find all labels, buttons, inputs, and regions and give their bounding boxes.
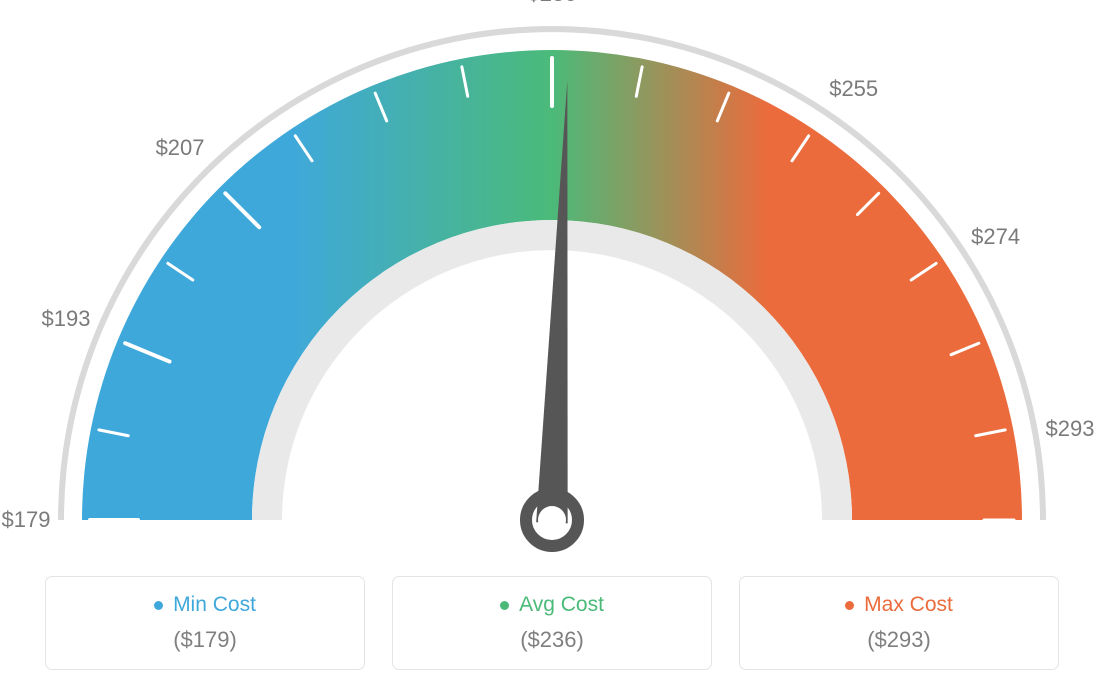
gauge-tick-label: $293 <box>1046 416 1095 442</box>
legend-card-max: Max Cost ($293) <box>739 576 1059 670</box>
legend-dot-min <box>154 601 163 610</box>
gauge-tick-label: $236 <box>528 0 577 7</box>
legend-text-max: Max Cost <box>864 593 953 617</box>
legend-label-max: Max Cost <box>845 593 953 617</box>
gauge-tick-label: $255 <box>829 76 878 102</box>
legend-dot-avg <box>500 601 509 610</box>
gauge-tick-label: $179 <box>2 507 51 533</box>
legend-text-avg: Avg Cost <box>519 593 604 617</box>
legend-row: Min Cost ($179) Avg Cost ($236) Max Cost… <box>0 576 1104 670</box>
legend-value-max: ($293) <box>740 627 1058 653</box>
gauge-chart: $179 $193 $207 $236 $255 $274 $293 <box>0 0 1104 560</box>
gauge-tick-label: $193 <box>42 306 91 332</box>
legend-dot-max <box>845 601 854 610</box>
gauge-tick-label: $274 <box>971 224 1020 250</box>
legend-card-min: Min Cost ($179) <box>45 576 365 670</box>
legend-value-min: ($179) <box>46 627 364 653</box>
gauge-svg <box>0 0 1104 560</box>
legend-label-min: Min Cost <box>154 593 256 617</box>
legend-value-avg: ($236) <box>393 627 711 653</box>
legend-label-avg: Avg Cost <box>500 593 604 617</box>
legend-card-avg: Avg Cost ($236) <box>392 576 712 670</box>
legend-text-min: Min Cost <box>173 593 256 617</box>
gauge-tick-label: $207 <box>156 135 205 161</box>
